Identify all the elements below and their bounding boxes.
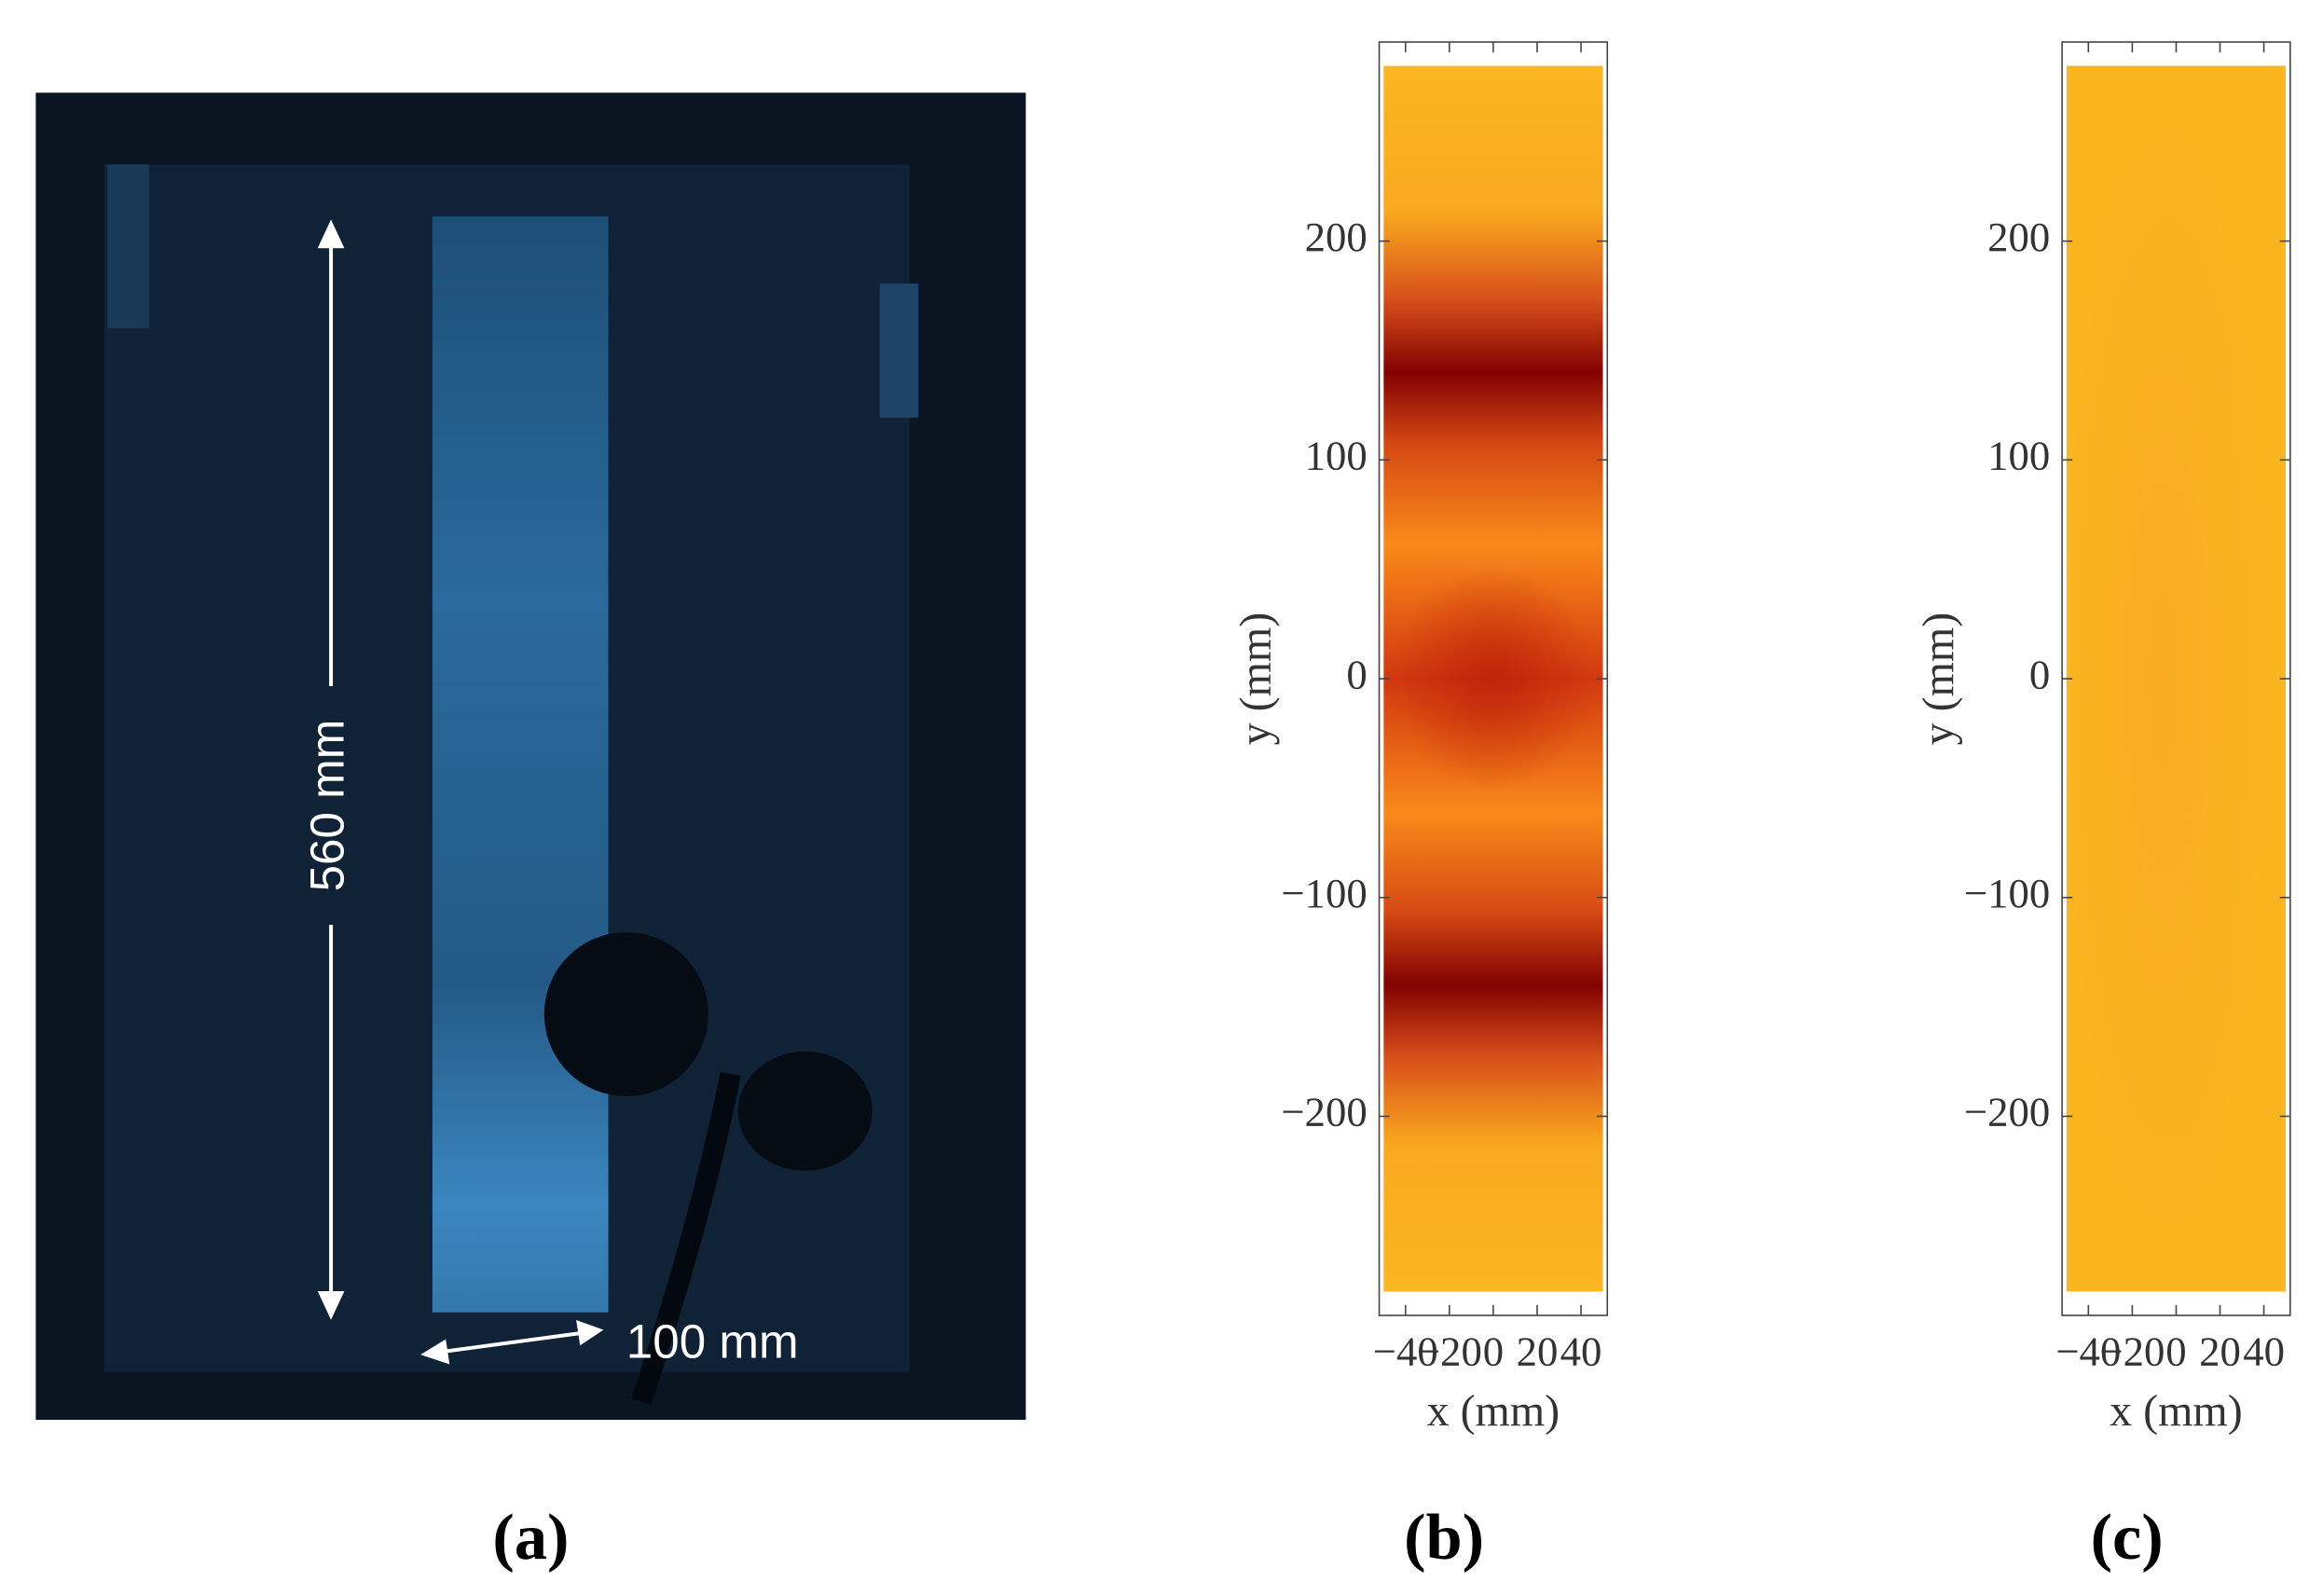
bracket: [879, 283, 919, 419]
x-tick-label: 40: [1560, 1328, 1602, 1374]
bracket: [107, 164, 149, 329]
x-axis-label: x (mm): [2110, 1386, 2243, 1436]
y-tick-label: 0: [2029, 651, 2050, 697]
panel-label: (c): [2091, 1501, 2164, 1574]
x-axis-label: x (mm): [1427, 1386, 1560, 1436]
y-tick-label: 0: [1346, 651, 1367, 697]
arrow-head: [317, 219, 345, 249]
y-tick-label: −200: [1964, 1089, 2050, 1135]
arrow-line: [434, 1329, 591, 1355]
y-tick-label: 100: [1987, 433, 2050, 479]
x-tick-label: −20: [2099, 1328, 2165, 1374]
y-tick-label: −100: [1281, 870, 1367, 916]
x-tick-label: 40: [2243, 1328, 2285, 1374]
dimension-label: 560 mm: [301, 720, 354, 892]
dimension-arrows: [317, 219, 604, 1365]
y-tick-label: 100: [1305, 433, 1368, 479]
panel-label: (a): [492, 1501, 569, 1574]
heatmap-field: [2066, 65, 2287, 1292]
dimension-label: 100 mm: [626, 1315, 799, 1369]
probe-holder: [737, 1051, 873, 1171]
y-tick-label: 200: [1987, 213, 2050, 260]
cable: [631, 1071, 741, 1406]
y-tick-label: 200: [1305, 213, 1368, 260]
x-tick-label: 0: [2165, 1328, 2186, 1374]
x-tick-label: 20: [1517, 1328, 1559, 1374]
photo: 560 mm 100 mm: [35, 92, 1026, 1420]
x-tick-label: −40: [2055, 1328, 2121, 1374]
light-strip: [432, 216, 609, 1313]
y-tick-label: −100: [1964, 870, 2050, 916]
heatmap-center: [1390, 567, 1597, 791]
panel-label: (b): [1404, 1501, 1484, 1574]
probe: [543, 931, 708, 1096]
x-tick-label: 20: [2199, 1328, 2241, 1374]
arrow-head: [317, 1291, 345, 1320]
y-axis-label: y (mm): [1231, 612, 1281, 746]
arrow-head: [420, 1339, 450, 1365]
x-tick-label: 0: [1483, 1328, 1504, 1374]
y-axis-label: y (mm): [1914, 612, 1963, 746]
y-tick-label: −200: [1281, 1089, 1367, 1135]
x-tick-label: −40: [1373, 1328, 1438, 1374]
arrow-head: [576, 1320, 604, 1346]
x-tick-label: −20: [1417, 1328, 1482, 1374]
